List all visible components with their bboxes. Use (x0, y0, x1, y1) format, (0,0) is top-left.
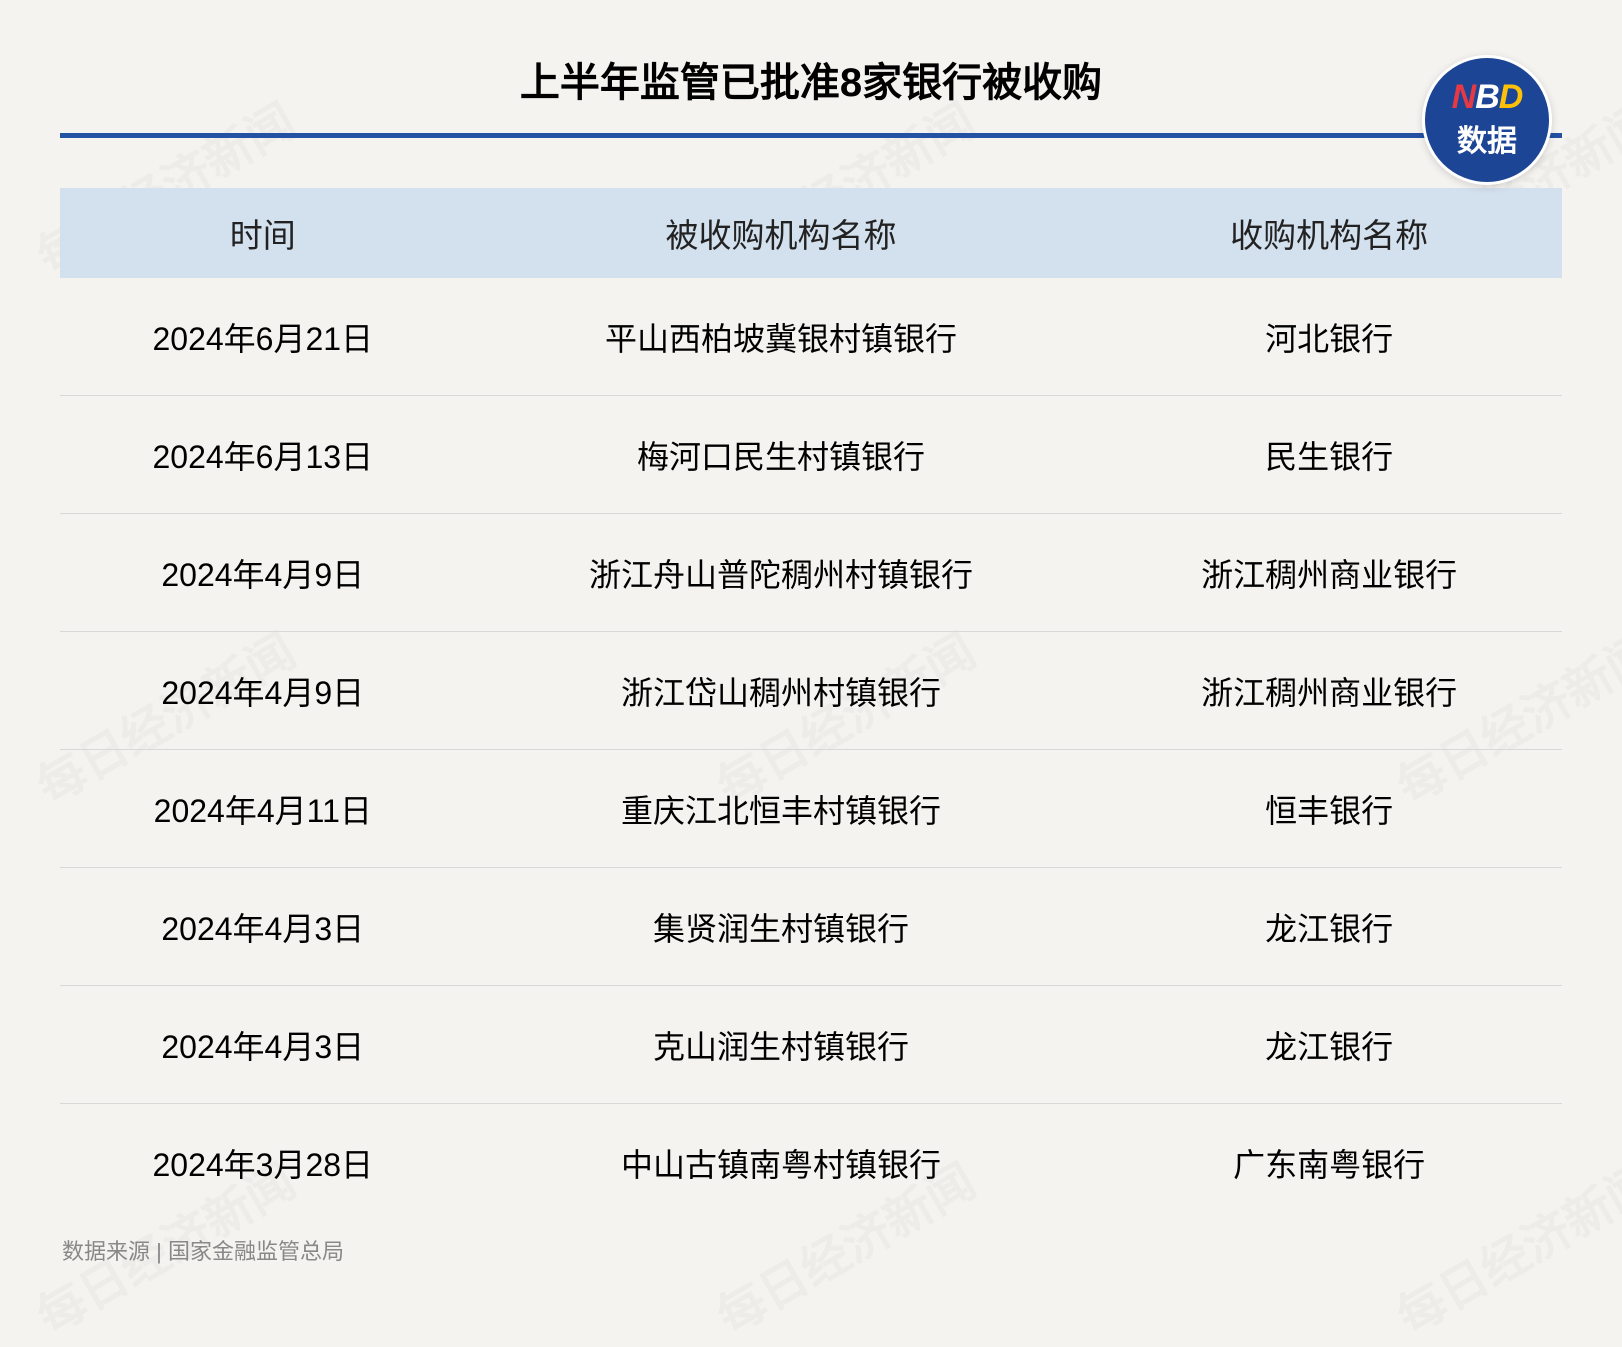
table-cell: 2024年6月13日 (60, 432, 466, 478)
data-source: 数据来源 | 国家金融监管总局 (60, 1234, 1562, 1266)
logo-subtitle: 数据 (1457, 116, 1517, 160)
page-title: 上半年监管已批准8家银行被收购 (60, 30, 1562, 133)
table-cell: 2024年4月9日 (60, 550, 466, 596)
table-header-row: 时间 被收购机构名称 收购机构名称 (60, 188, 1562, 278)
table-cell: 恒丰银行 (1096, 786, 1562, 832)
table-row: 2024年4月11日重庆江北恒丰村镇银行恒丰银行 (60, 750, 1562, 868)
table-row: 2024年4月3日集贤润生村镇银行龙江银行 (60, 868, 1562, 986)
table-cell: 浙江舟山普陀稠州村镇银行 (466, 550, 1097, 596)
table-cell: 2024年4月11日 (60, 786, 466, 832)
table-row: 2024年4月3日克山润生村镇银行龙江银行 (60, 986, 1562, 1104)
table-cell: 浙江稠州商业银行 (1096, 550, 1562, 596)
logo-text: NBD (1452, 80, 1523, 114)
table-cell: 2024年4月3日 (60, 904, 466, 950)
table-cell: 浙江岱山稠州村镇银行 (466, 668, 1097, 714)
col-header-acquired: 被收购机构名称 (466, 209, 1097, 257)
table-cell: 2024年4月3日 (60, 1022, 466, 1068)
logo-letter-b: B (1475, 78, 1499, 116)
table-cell: 2024年6月21日 (60, 314, 466, 360)
col-header-acquirer: 收购机构名称 (1096, 209, 1562, 257)
table-row: 2024年6月13日梅河口民生村镇银行民生银行 (60, 396, 1562, 514)
table-cell: 重庆江北恒丰村镇银行 (466, 786, 1097, 832)
title-underline (60, 133, 1562, 138)
logo-letter-d: D (1499, 78, 1523, 116)
table-body: 2024年6月21日平山西柏坡冀银村镇银行河北银行2024年6月13日梅河口民生… (60, 278, 1562, 1222)
acquisitions-table: 时间 被收购机构名称 收购机构名称 2024年6月21日平山西柏坡冀银村镇银行河… (60, 188, 1562, 1222)
table-row: 2024年3月28日中山古镇南粤村镇银行广东南粤银行 (60, 1104, 1562, 1222)
table-row: 2024年6月21日平山西柏坡冀银村镇银行河北银行 (60, 278, 1562, 396)
table-cell: 克山润生村镇银行 (466, 1022, 1097, 1068)
table-row: 2024年4月9日浙江岱山稠州村镇银行浙江稠州商业银行 (60, 632, 1562, 750)
table-cell: 中山古镇南粤村镇银行 (466, 1140, 1097, 1186)
table-row: 2024年4月9日浙江舟山普陀稠州村镇银行浙江稠州商业银行 (60, 514, 1562, 632)
logo-letter-n: N (1452, 78, 1476, 116)
table-cell: 河北银行 (1096, 314, 1562, 360)
col-header-date: 时间 (60, 209, 466, 257)
table-cell: 2024年3月28日 (60, 1140, 466, 1186)
nbd-logo-badge: NBD 数据 (1422, 55, 1552, 185)
table-cell: 浙江稠州商业银行 (1096, 668, 1562, 714)
table-cell: 2024年4月9日 (60, 668, 466, 714)
table-cell: 平山西柏坡冀银村镇银行 (466, 314, 1097, 360)
table-cell: 梅河口民生村镇银行 (466, 432, 1097, 478)
table-cell: 民生银行 (1096, 432, 1562, 478)
table-cell: 龙江银行 (1096, 1022, 1562, 1068)
table-cell: 广东南粤银行 (1096, 1140, 1562, 1186)
table-cell: 龙江银行 (1096, 904, 1562, 950)
table-cell: 集贤润生村镇银行 (466, 904, 1097, 950)
